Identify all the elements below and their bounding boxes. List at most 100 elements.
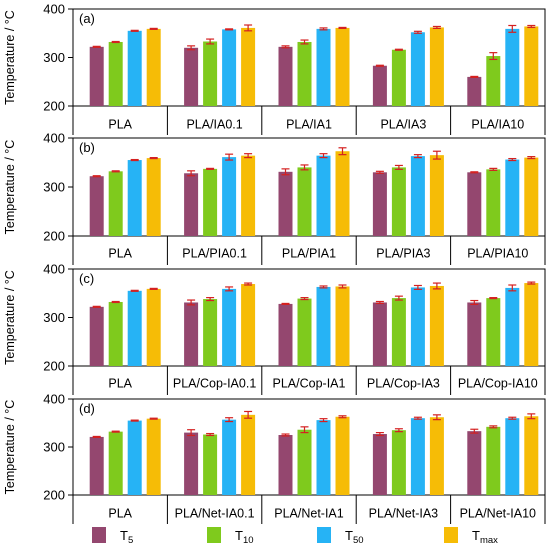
bar xyxy=(429,285,444,366)
bar xyxy=(108,431,123,495)
bar xyxy=(89,306,104,366)
legend-swatch xyxy=(92,527,106,543)
legend-label: T10 xyxy=(235,528,254,546)
bar xyxy=(316,420,331,495)
legend-label-subscript: 50 xyxy=(353,535,364,546)
bar xyxy=(467,76,482,106)
bar xyxy=(486,426,501,495)
category-label: PLA/Cop-IA0.1 xyxy=(173,377,256,391)
bar xyxy=(505,287,520,366)
bar xyxy=(335,286,350,366)
category-label: PLA/Cop-IA10 xyxy=(458,377,538,391)
bar xyxy=(486,169,501,236)
bar xyxy=(429,27,444,106)
bar xyxy=(241,284,256,366)
category-label: PLA/IA10 xyxy=(471,118,524,132)
legend-label-base: T xyxy=(345,528,353,543)
y-tick-label: 300 xyxy=(43,310,65,325)
bar xyxy=(467,431,482,495)
chart-panel: 200 300 400 Temperature / °C (a) PLA PLA/IA0.1… xyxy=(3,2,546,135)
category-label: PLA/Net-IA0.1 xyxy=(175,507,255,521)
legend-label: T50 xyxy=(345,528,364,546)
bar xyxy=(203,41,218,107)
bar xyxy=(222,157,237,236)
bar xyxy=(278,171,293,236)
bar xyxy=(486,298,501,366)
category-label: PLA/Cop-IA1 xyxy=(273,377,346,391)
bar xyxy=(391,430,406,495)
bar xyxy=(108,41,123,107)
bar xyxy=(524,283,539,366)
bar xyxy=(184,47,199,106)
category-label: PLA/IA1 xyxy=(286,118,332,132)
y-tick-label: 300 xyxy=(43,50,65,65)
bar xyxy=(410,287,425,366)
category-label: PLA xyxy=(108,118,132,132)
bar xyxy=(203,434,218,495)
bar xyxy=(372,172,387,236)
bar xyxy=(391,167,406,236)
bar xyxy=(241,155,256,236)
bar xyxy=(127,420,142,495)
category-label: PLA/Net-IA1 xyxy=(274,507,344,521)
bar xyxy=(222,29,237,106)
panel-label: (b) xyxy=(79,140,95,155)
bar xyxy=(429,155,444,236)
legend-label-subscript: 10 xyxy=(243,535,254,546)
panel-label: (c) xyxy=(79,271,94,286)
bar xyxy=(146,418,161,495)
y-tick-label: 300 xyxy=(43,440,65,455)
category-label: PLA xyxy=(108,247,132,261)
bar xyxy=(335,416,350,495)
bar xyxy=(505,28,520,106)
bar xyxy=(335,27,350,106)
bar xyxy=(146,158,161,236)
bar xyxy=(297,298,312,366)
legend: T5 T10 T50 Tmax xyxy=(92,527,498,546)
y-tick-label: 400 xyxy=(43,131,65,146)
bar xyxy=(203,299,218,366)
category-label: PLA/Net-IA10 xyxy=(460,507,536,521)
legend-swatch xyxy=(207,527,221,543)
bar xyxy=(89,46,104,106)
bar xyxy=(486,56,501,106)
bar xyxy=(372,65,387,106)
y-axis-label: Temperature / °C xyxy=(3,140,17,235)
bar xyxy=(222,288,237,366)
bar xyxy=(108,171,123,236)
chart-panel: 200 300 400 Temperature / °C (b) PLA PLA/PIA0.… xyxy=(3,131,546,265)
bar xyxy=(222,419,237,495)
bar xyxy=(297,429,312,495)
legend-label: Tmax xyxy=(472,528,498,546)
bar xyxy=(316,286,331,366)
category-label: PLA/IA3 xyxy=(380,118,426,132)
y-tick-label: 400 xyxy=(43,262,65,277)
legend-label-base: T xyxy=(235,528,243,543)
bar xyxy=(127,160,142,236)
y-axis-label: Temperature / °C xyxy=(3,10,17,105)
category-label: PLA/PIA10 xyxy=(467,247,528,261)
bar xyxy=(410,32,425,106)
bar xyxy=(297,167,312,236)
bar xyxy=(278,435,293,495)
bar xyxy=(278,303,293,366)
bar xyxy=(241,27,256,106)
legend-swatch xyxy=(317,527,331,543)
bar xyxy=(505,418,520,495)
panel-label: (a) xyxy=(79,11,95,26)
legend-label: T5 xyxy=(120,528,133,546)
bar xyxy=(316,155,331,236)
bar xyxy=(410,418,425,495)
bar xyxy=(108,301,123,366)
bar xyxy=(184,302,199,366)
category-label: PLA/Cop-IA3 xyxy=(367,377,440,391)
bar xyxy=(467,172,482,236)
bar xyxy=(184,173,199,236)
category-label: PLA/PIA1 xyxy=(282,247,336,261)
bar xyxy=(391,49,406,106)
y-tick-label: 300 xyxy=(43,180,65,195)
y-tick-label: 200 xyxy=(43,229,65,244)
legend-label-subscript: 5 xyxy=(128,535,133,546)
